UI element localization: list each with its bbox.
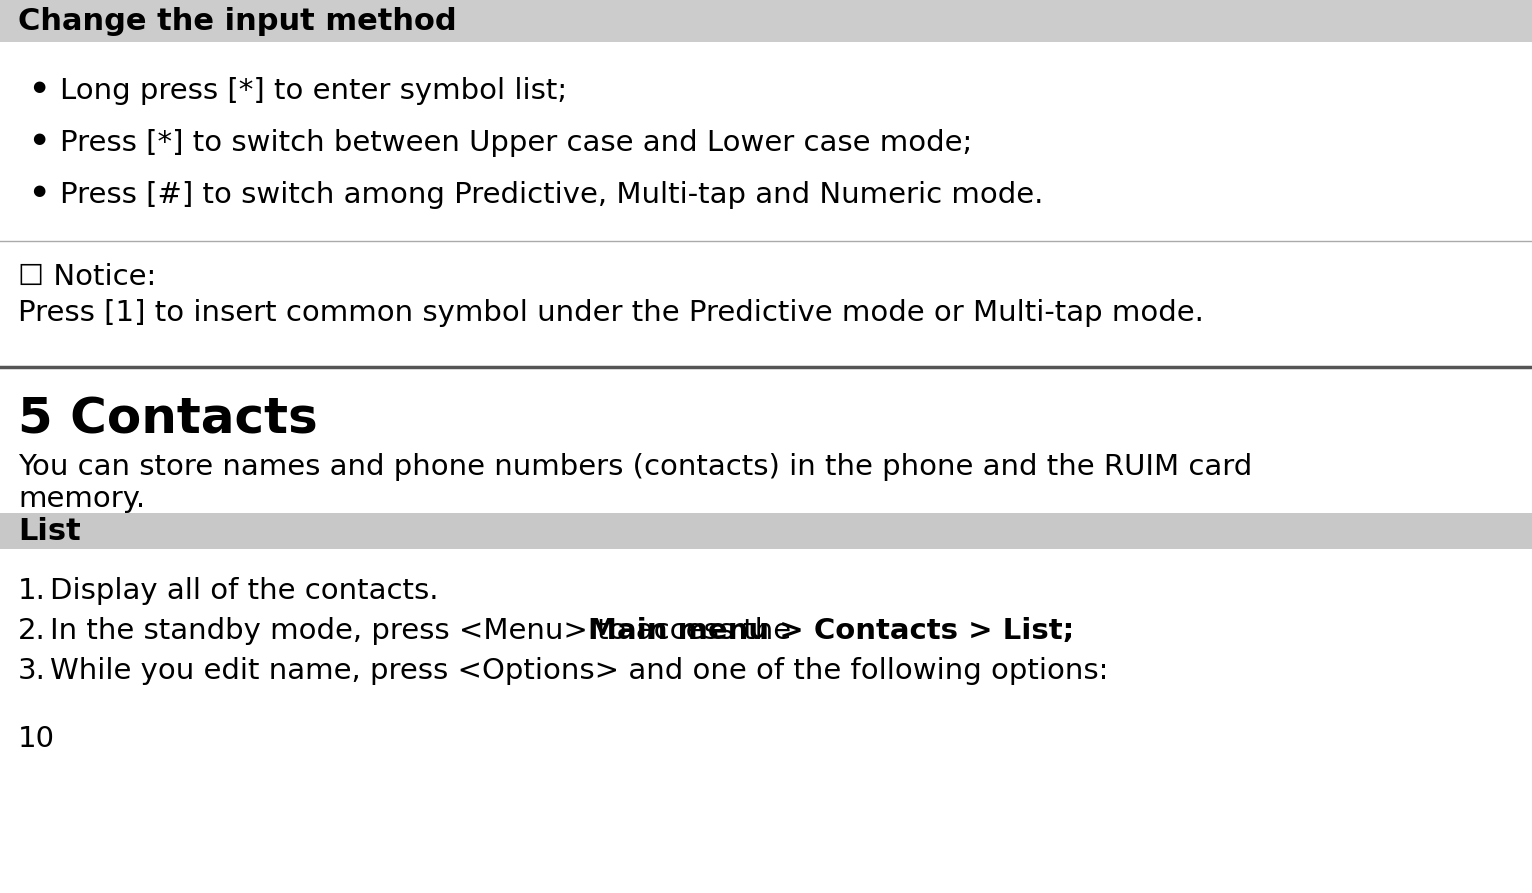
Text: In the standby mode, press <Menu> to access the: In the standby mode, press <Menu> to acc… bbox=[51, 617, 800, 645]
Text: 3.: 3. bbox=[18, 657, 46, 685]
Text: Press [*] to switch between Upper case and Lower case mode;: Press [*] to switch between Upper case a… bbox=[60, 129, 973, 157]
Text: List: List bbox=[18, 516, 81, 546]
Text: Long press [*] to enter symbol list;: Long press [*] to enter symbol list; bbox=[60, 77, 567, 105]
Text: ●: ● bbox=[32, 183, 46, 198]
Bar bbox=[0, 0, 1532, 42]
Text: Press [1] to insert common symbol under the Predictive mode or Multi-tap mode.: Press [1] to insert common symbol under … bbox=[18, 299, 1204, 327]
Text: While you edit name, press <Options> and one of the following options:: While you edit name, press <Options> and… bbox=[51, 657, 1108, 685]
Text: ☐ Notice:: ☐ Notice: bbox=[18, 263, 156, 291]
Text: 2.: 2. bbox=[18, 617, 46, 645]
Text: Display all of the contacts.: Display all of the contacts. bbox=[51, 577, 438, 605]
Text: ●: ● bbox=[32, 131, 46, 146]
Text: You can store names and phone numbers (contacts) in the phone and the RUIM card: You can store names and phone numbers (c… bbox=[18, 453, 1252, 481]
Text: Main menu > Contacts > List;: Main menu > Contacts > List; bbox=[588, 617, 1074, 645]
Text: 10: 10 bbox=[18, 725, 55, 753]
Bar bbox=[0, 513, 1532, 549]
Text: Press [#] to switch among Predictive, Multi-tap and Numeric mode.: Press [#] to switch among Predictive, Mu… bbox=[60, 181, 1043, 209]
Text: 5 Contacts: 5 Contacts bbox=[18, 395, 317, 443]
Text: Change the input method: Change the input method bbox=[18, 6, 457, 36]
Text: ●: ● bbox=[32, 79, 46, 94]
Text: memory.: memory. bbox=[18, 485, 146, 513]
Text: 1.: 1. bbox=[18, 577, 46, 605]
